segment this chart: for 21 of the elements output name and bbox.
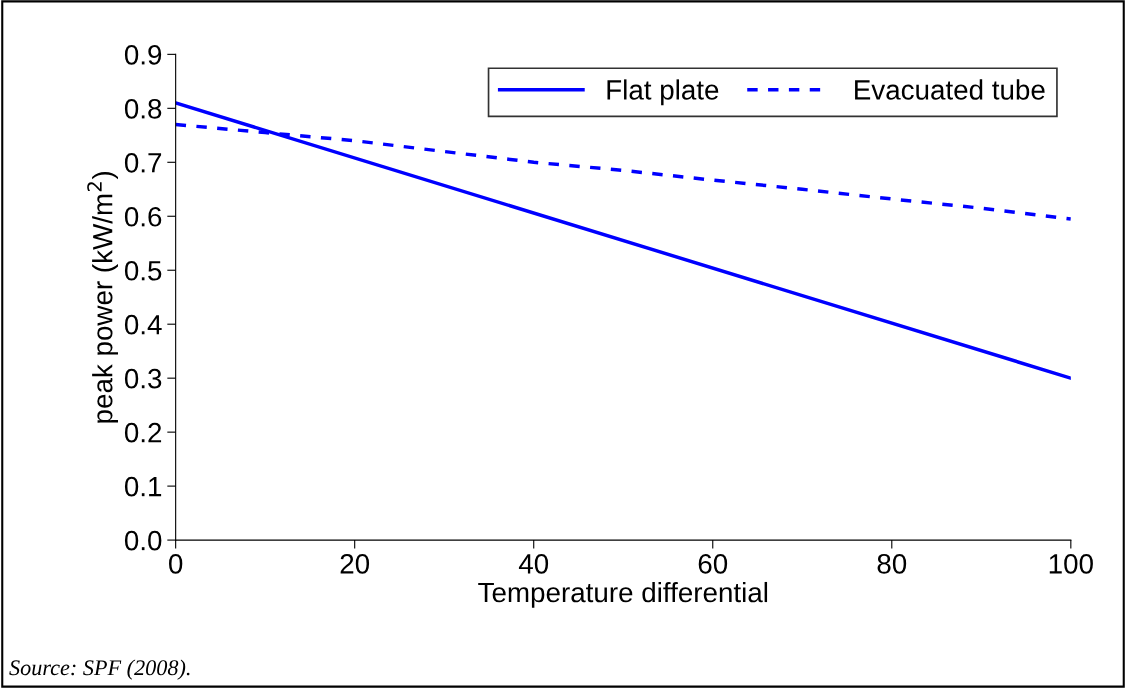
legend-label: Evacuated tube [855, 79, 1045, 100]
y-tick-label: 0.8 [124, 98, 162, 119]
y-tick-label: 0.2 [124, 422, 162, 443]
x-tick-label: 60 [698, 554, 728, 574]
x-tick-label: 40 [518, 554, 549, 574]
y-tick-label: 0.3 [124, 368, 162, 389]
legend-label: Flat plate [607, 79, 719, 106]
y-tick-label: 0.0 [124, 530, 162, 551]
y-tick-label: 0.9 [124, 45, 162, 65]
x-tick-label: 80 [877, 554, 907, 574]
x-axis-title: Temperature differential [478, 581, 768, 608]
source-note: Source: SPF (2008). [9, 659, 190, 680]
x-tick-label: 0 [169, 554, 183, 574]
x-tick-label: 100 [1049, 554, 1093, 574]
y-tick-label: 0.1 [124, 476, 162, 497]
y-axis-title: peak power (kW/m$^{2}$) [87, 171, 119, 423]
y-tick-label: 0.7 [124, 152, 162, 173]
y-tick-label: 0.4 [124, 314, 162, 335]
y-tick-label: 0.5 [124, 260, 162, 281]
x-tick-label: 20 [340, 554, 370, 574]
y-tick-label: 0.6 [124, 206, 162, 227]
